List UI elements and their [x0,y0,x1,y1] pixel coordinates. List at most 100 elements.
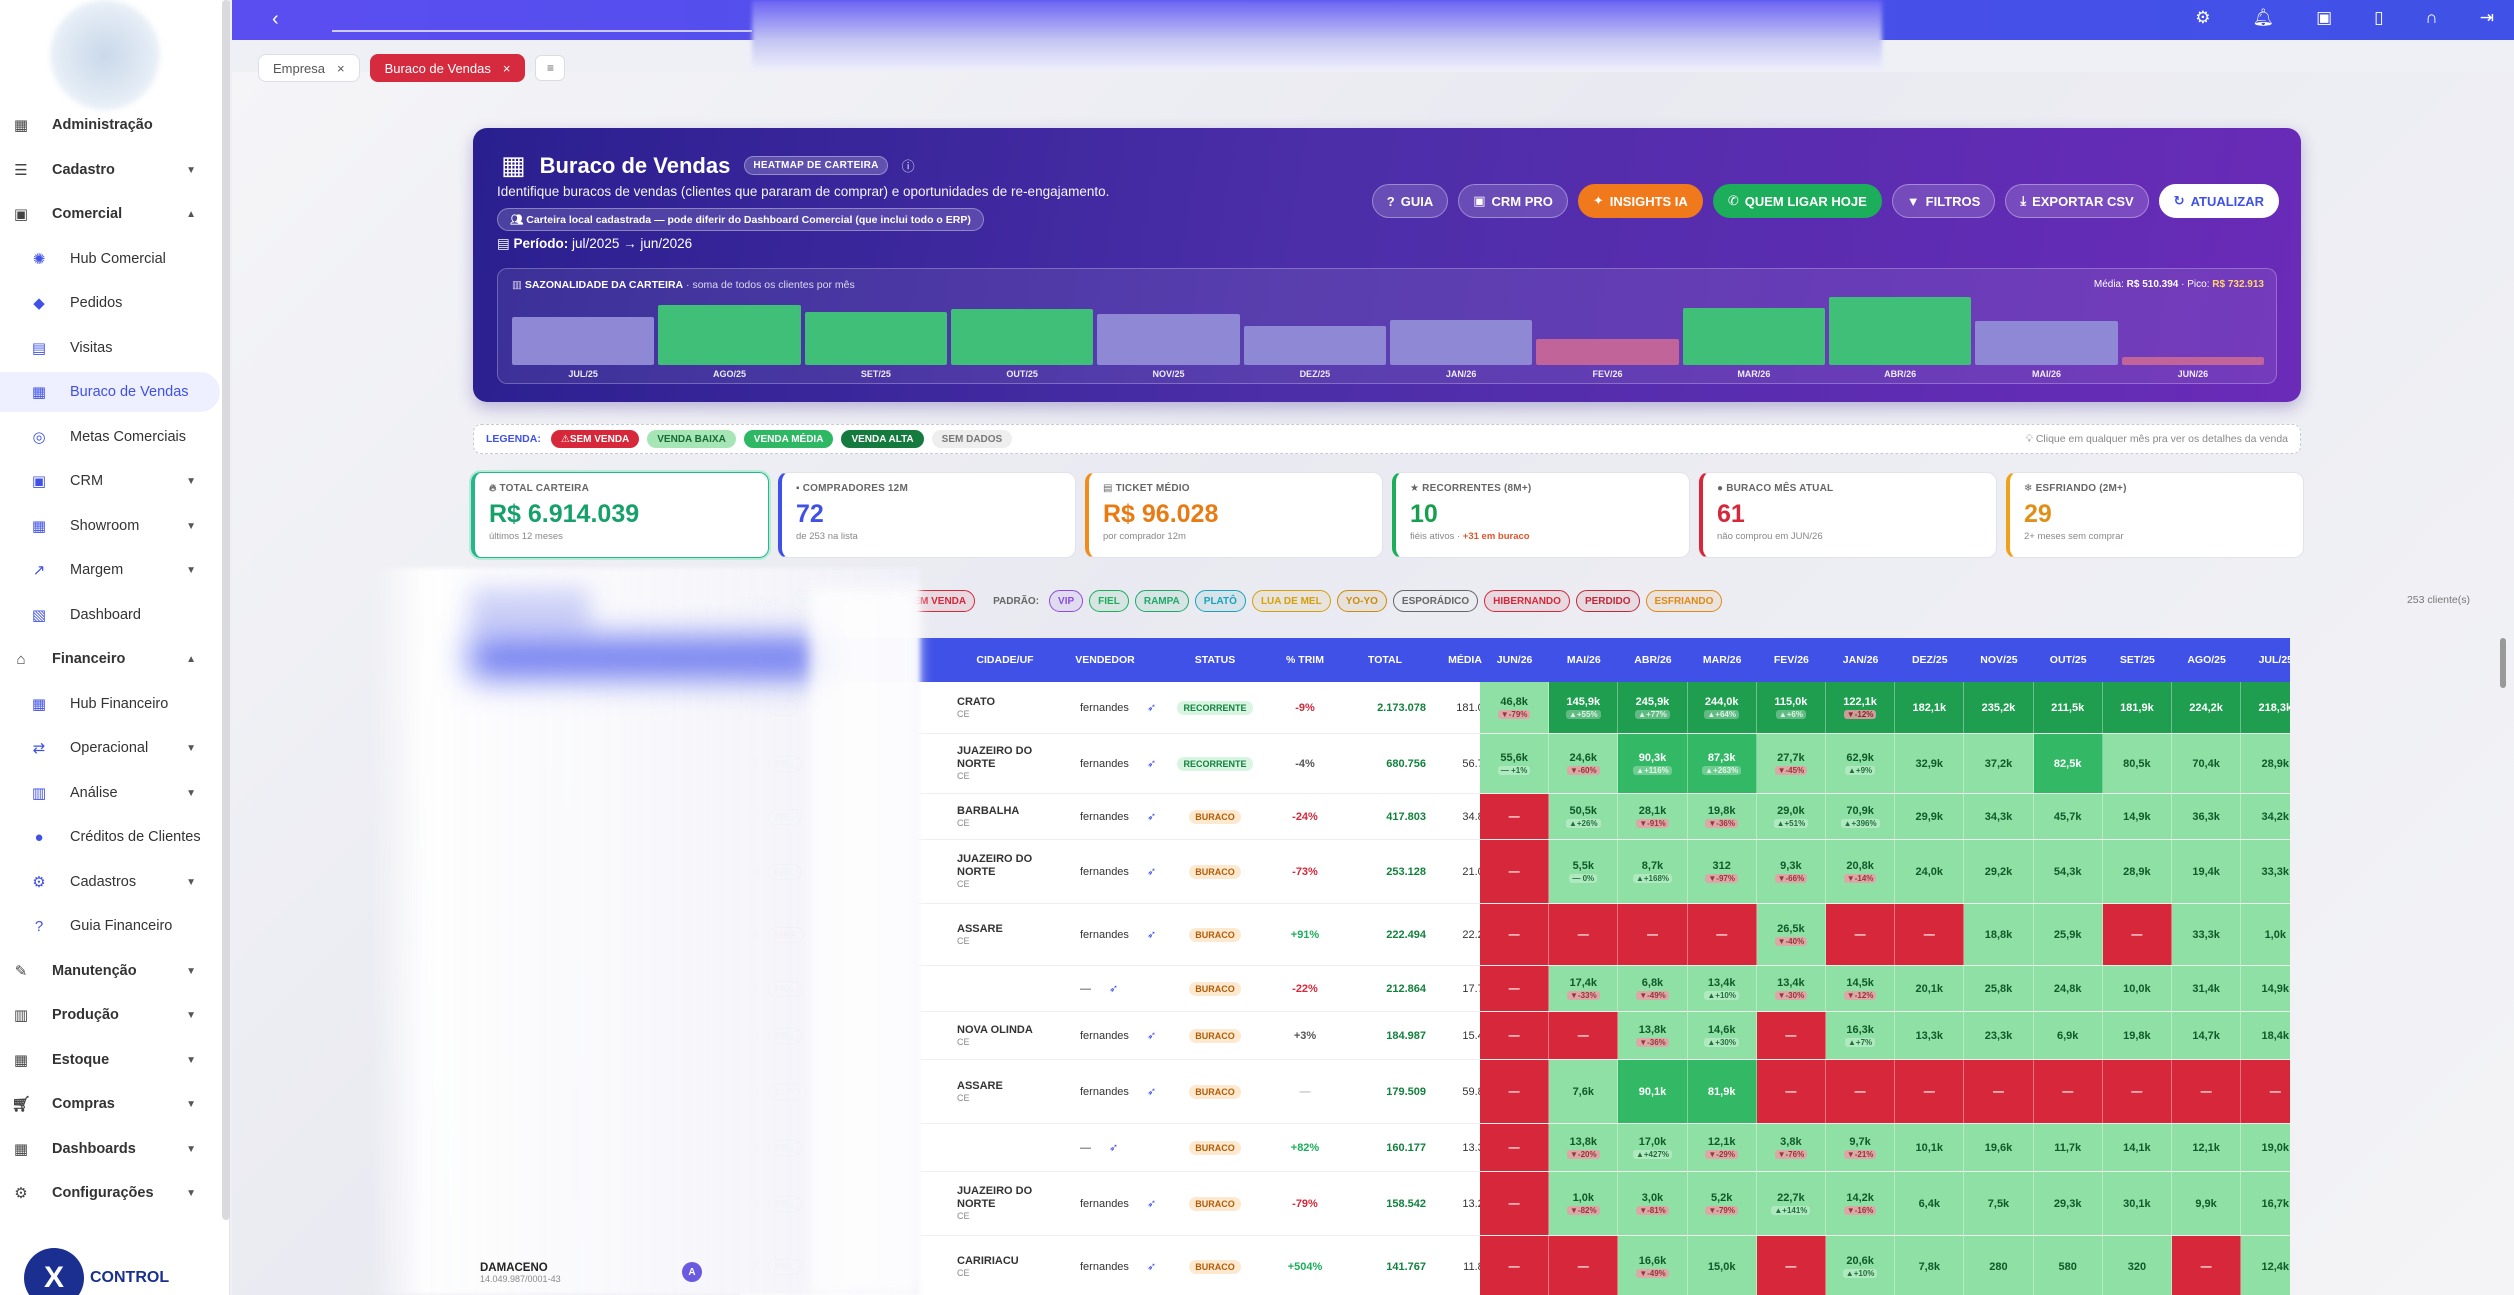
chevron-down-icon[interactable]: ▼ [186,1098,196,1110]
heatmap-cell[interactable]: 14,6k ▲+30% [1687,1012,1757,1059]
tabs-menu-icon[interactable]: ≡ [535,55,566,81]
heatmap-cell[interactable]: — [2102,904,2172,965]
heatmap-cell[interactable]: 6,4k [1895,1172,1965,1235]
heatmap-cell[interactable]: 9,7k ▼-21% [1826,1124,1896,1171]
chart-bar[interactable] [1243,326,1386,365]
sidebar-item-estoque[interactable]: ▦ Estoque ▼ [0,1040,220,1080]
exportar-csv-button[interactable]: ⤓ EXPORTAR CSV [2005,184,2149,218]
column-header-vendedor[interactable]: VENDEDOR [1075,654,1135,666]
tab-empresa[interactable]: Empresa × [258,54,360,82]
column-header-media[interactable]: MÉDIA [1448,654,1482,666]
sidebar-item-compras[interactable]: 🛒︎ Compras ▼ [0,1084,220,1124]
chevron-down-icon[interactable]: ▼ [186,1009,196,1021]
kpi-esfriando[interactable]: ❄ ESFRIANDO (2M+) 29 2+ meses sem comprar [2006,472,2304,558]
heatmap-cell[interactable]: 16,6k ▼-49% [1618,1236,1688,1295]
heatmap-cell[interactable]: 13,8k ▼-36% [1618,1012,1688,1059]
heatmap-cell[interactable]: — [1618,904,1688,965]
heatmap-cell[interactable]: 14,2k ▼-16% [1826,1172,1896,1235]
sidebar-item-buraco-de-vendas[interactable]: ▦ Buraco de Vendas [0,372,220,412]
heatmap-cell[interactable]: 12,4k [2241,1236,2290,1295]
gear-icon[interactable]: ⚙ [2195,8,2211,27]
heatmap-cell[interactable]: 122,1k ▼-12% [1826,682,1896,733]
heatmap-cell[interactable]: 82,5k [2033,734,2103,793]
heatmap-cell[interactable]: 20,6k ▲+10% [1826,1236,1896,1295]
heatmap-cell[interactable]: 11,7k [2033,1124,2103,1171]
sidebar-item-dashboard[interactable]: ▧ Dashboard [0,595,220,635]
heatmap-cell[interactable]: — [1549,1236,1619,1295]
sidebar-item-analise[interactable]: ▥ Análise ▼ [0,773,220,813]
padrao-chip[interactable]: FIEL [1089,590,1129,612]
chevron-up-icon[interactable]: ▲ [186,653,196,665]
heatmap-cell[interactable]: 29,2k [1964,840,2034,903]
table-row[interactable]: 77FIELJUAZEIRO DO NORTECEfernandes➶RECOR… [740,734,2290,794]
column-header-month[interactable]: SET/25 [2119,654,2155,666]
kpi-ticket-medio[interactable]: ▤ TICKET MÉDIO R$ 96.028 por comprador 12m [1085,472,1383,558]
contact-card-icon[interactable]: ▣ [2316,8,2333,27]
heatmap-cell[interactable]: 31,4k [2172,966,2242,1011]
heatmap-cell[interactable]: 30,1k [2102,1172,2172,1235]
heatmap-cell[interactable]: 218,3k [2241,682,2290,733]
heatmap-cell[interactable]: 5,2k ▼-79% [1687,1172,1757,1235]
rocket-icon[interactable]: ➶ [1146,758,1157,770]
heatmap-cell[interactable]: — [1480,794,1550,839]
heatmap-cell[interactable]: 34,3k [1964,794,2034,839]
heatmap-cell[interactable]: — [1480,1012,1550,1059]
heatmap-cell[interactable]: 7,8k [1895,1236,1965,1295]
heatmap-cell[interactable]: 6,9k [2033,1012,2103,1059]
padrao-chip[interactable]: LUA DE MEL [1251,590,1331,612]
heatmap-cell[interactable]: 18,8k [1964,904,2034,965]
heatmap-cell[interactable]: — [1826,904,1896,965]
crm-pro-button[interactable]: ▣ CRM PRO [1458,184,1568,218]
column-header-month[interactable]: MAR/26 [1702,654,1742,666]
padrao-chip[interactable]: RAMPA [1134,590,1189,612]
heatmap-cell[interactable]: 1,0k [2241,904,2290,965]
table-row[interactable]: 57FIELCARIRIACUCEfernandes➶BURACO+504%14… [740,1236,2290,1295]
chevron-down-icon[interactable]: ▼ [186,1187,196,1199]
sidebar-item-comercial[interactable]: ▣ Comercial ▲ [0,194,220,234]
table-row[interactable]: 67FIELBARBALHACEfernandes➶BURACO-24%417.… [740,794,2290,840]
padrao-chip[interactable]: HIBERNANDO [1484,590,1570,612]
heatmap-cell[interactable]: — [1480,1124,1550,1171]
chart-bar[interactable] [1097,314,1240,365]
heatmap-cell[interactable]: 14,7k [2172,1012,2242,1059]
sidebar-item-visitas[interactable]: ▤ Visitas [0,328,220,368]
heatmap-cell[interactable]: 320 [2102,1236,2172,1295]
heatmap-cell[interactable]: — [1480,966,1550,1011]
sidebar-item-financeiro[interactable]: ⌂ Financeiro ▲ [0,639,220,679]
heatmap-cell[interactable]: 312 ▼-97% [1687,840,1757,903]
heatmap-cell[interactable]: 20,8k ▼-14% [1826,840,1896,903]
heatmap-cell[interactable]: 90,1k [1618,1060,1688,1123]
kpi-total-carteira[interactable]: 🔥︎ TOTAL CARTEIRA R$ 6.914.039 últimos 12 … [471,472,769,558]
chart-bar[interactable] [658,304,801,365]
heatmap-cell[interactable]: 7,6k [1549,1060,1619,1123]
sidebar-item-showroom[interactable]: ▦ Showroom ▼ [0,506,220,546]
chart-bar[interactable] [951,309,1094,365]
kpi-buraco-mes-atual[interactable]: ● BURACO MÊS ATUAL 61 não comprou em JUN/2… [1699,472,1997,558]
sidebar-item-guia-financeiro[interactable]: ? Guia Financeiro [0,906,220,946]
sidebar-item-manutencao[interactable]: ✎ Manutenção ▼ [0,951,220,991]
heatmap-cell[interactable]: 12,1k ▼-29% [1687,1124,1757,1171]
filtros-button[interactable]: ▼ FILTROS [1891,184,1996,218]
back-arrow-icon[interactable]: ‹ [272,8,279,30]
padrao-chip[interactable]: ESFRIANDO [1645,590,1723,612]
heatmap-cell[interactable]: — [1756,1060,1826,1123]
heatmap-cell[interactable]: — [1756,1012,1826,1059]
chevron-down-icon[interactable]: ▼ [186,520,196,532]
chart-bar[interactable] [804,312,947,365]
rocket-icon[interactable]: ➶ [1146,1198,1157,1210]
heatmap-cell[interactable]: 81,9k [1687,1060,1757,1123]
close-icon[interactable]: × [502,60,511,76]
chevron-down-icon[interactable]: ▼ [186,1143,196,1155]
column-header-month[interactable]: AGO/25 [2187,654,2226,666]
heatmap-cell[interactable]: 70,4k [2172,734,2242,793]
heatmap-cell[interactable]: — [1549,904,1619,965]
heatmap-cell[interactable]: 13,4k ▲+10% [1687,966,1757,1011]
rocket-icon[interactable]: ➶ [1146,1261,1157,1273]
heatmap-cell[interactable]: 14,9k [2241,966,2290,1011]
table-row[interactable]: 63FIEL—➶BURACO-22%212.86417.739—17,4k▼-3… [740,966,2290,1012]
heatmap-cell[interactable]: 10,0k [2102,966,2172,1011]
heatmap-cell[interactable]: — [2172,1060,2242,1123]
table-row[interactable]: 40ESPOASSARECEfernandes➶BURACO—179.50959… [740,1060,2290,1124]
heatmap-cell[interactable]: 19,8k [2102,1012,2172,1059]
heatmap-cell[interactable]: 211,5k [2033,682,2103,733]
